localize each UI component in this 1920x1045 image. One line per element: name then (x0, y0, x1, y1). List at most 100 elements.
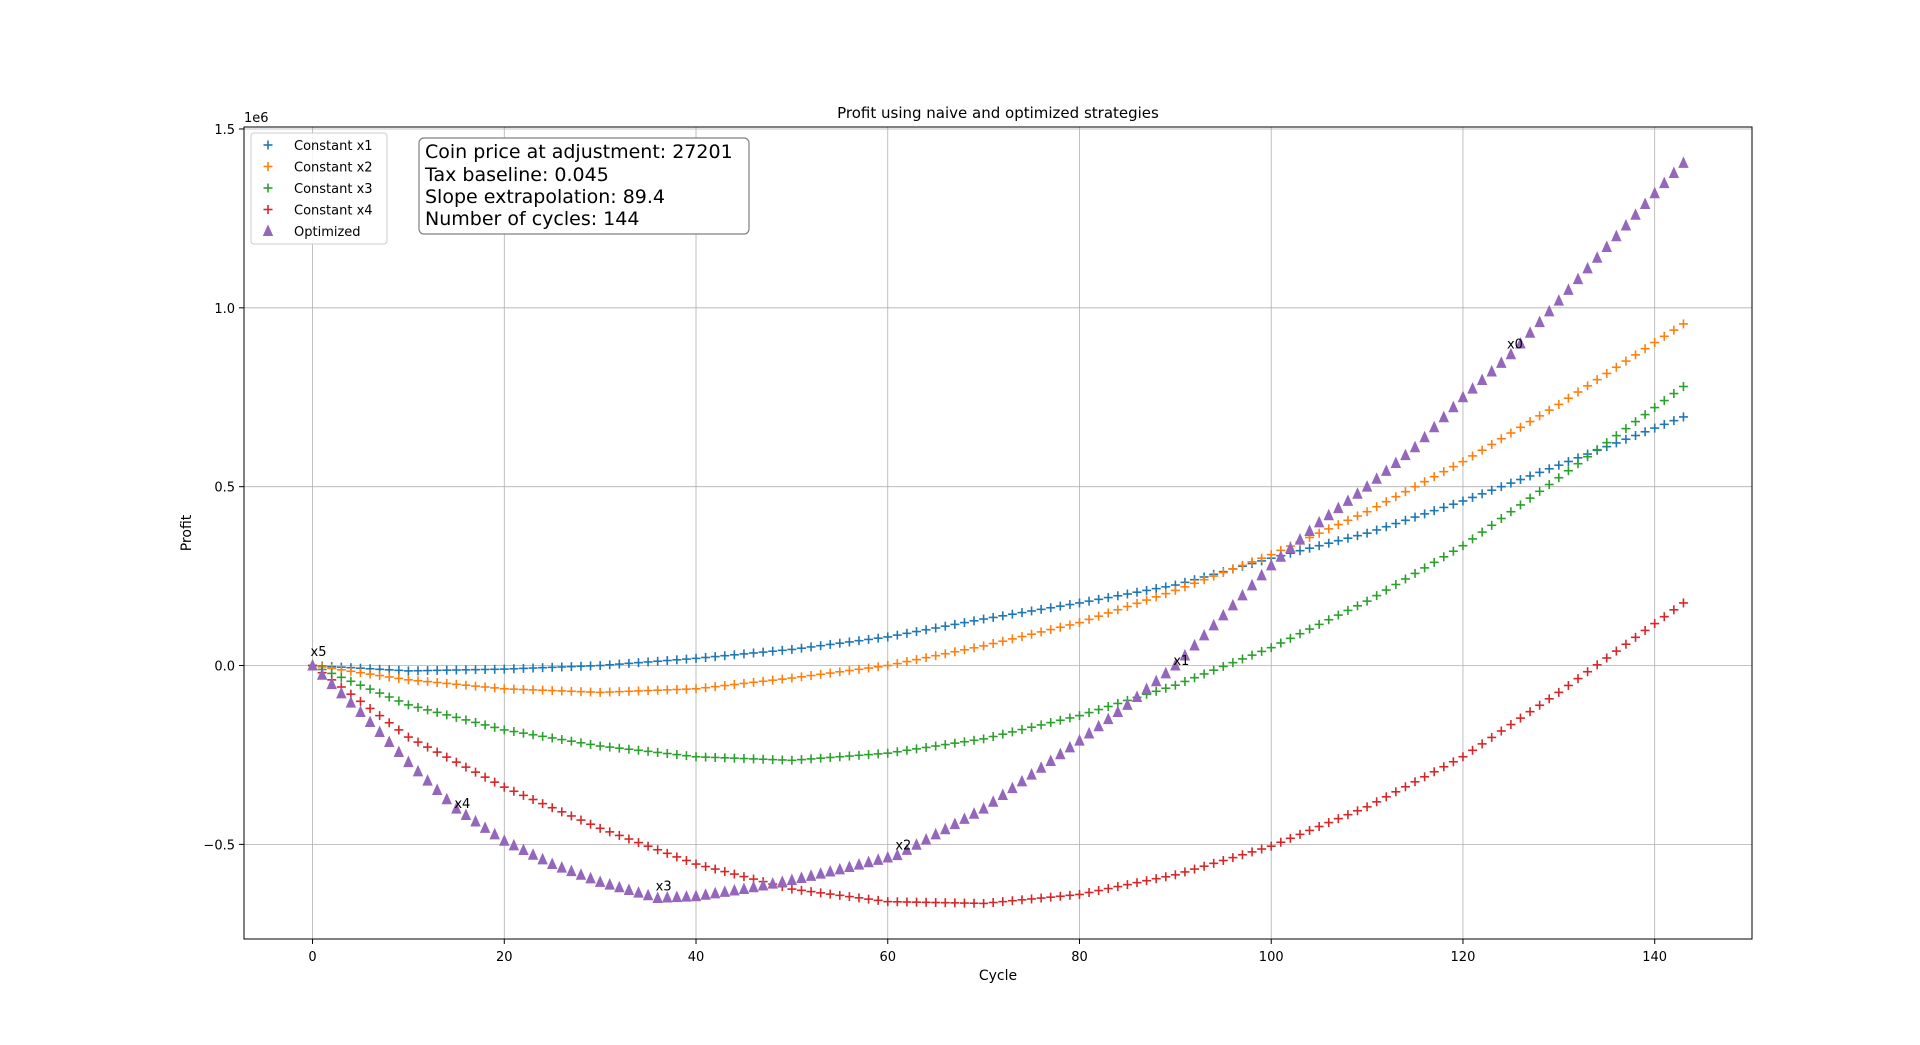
data-point (643, 686, 653, 696)
data-point (672, 750, 682, 760)
info-box-frame (418, 137, 750, 235)
data-point (1094, 705, 1104, 715)
data-point (681, 654, 691, 664)
data-point (1458, 496, 1468, 506)
data-point (490, 722, 500, 732)
data-point (451, 802, 462, 814)
data-point (1477, 527, 1487, 537)
data-point (1122, 589, 1132, 599)
data-point (1247, 847, 1257, 857)
data-point (748, 880, 759, 893)
data-point (1372, 591, 1382, 601)
data-point (1305, 624, 1315, 634)
data-point (825, 889, 835, 899)
data-point (1027, 606, 1037, 616)
data-point (1353, 601, 1363, 611)
data-point (758, 647, 768, 657)
data-point (1007, 727, 1017, 737)
data-point (844, 637, 854, 647)
series-2 (308, 319, 1688, 697)
data-point (1678, 382, 1688, 392)
info-line-cycles: Number of cycles: 144 (425, 208, 639, 230)
data-point (998, 636, 1008, 646)
data-point (931, 623, 941, 633)
data-point (538, 685, 548, 695)
data-point (1620, 218, 1632, 231)
data-point (787, 673, 797, 683)
data-point (499, 834, 510, 846)
data-point (1209, 858, 1219, 868)
data-point (1391, 519, 1401, 529)
data-point (873, 633, 883, 643)
data-point (375, 711, 385, 721)
chart-title: Profit using naive and optimized strateg… (837, 104, 1159, 122)
data-point (1362, 596, 1372, 606)
data-point (710, 752, 720, 762)
data-point (547, 662, 557, 672)
data-point (1391, 787, 1401, 797)
data-point (729, 883, 740, 896)
data-point (1554, 473, 1564, 483)
data-point (816, 888, 826, 898)
data-point (423, 742, 433, 752)
data-point (336, 665, 346, 675)
data-point (1649, 186, 1660, 199)
data-point (1257, 844, 1267, 854)
x-tick-label: 100 (1259, 950, 1284, 965)
data-point (777, 645, 787, 655)
data-point (1631, 430, 1641, 440)
data-point (931, 651, 941, 661)
data-point (835, 667, 845, 677)
data-point (1112, 705, 1124, 717)
data-point (739, 754, 749, 764)
data-point (1400, 782, 1410, 792)
data-point (575, 868, 587, 880)
data-point (1554, 687, 1564, 697)
data-point (585, 871, 596, 884)
data-point (1122, 602, 1132, 612)
data-point (1428, 420, 1440, 433)
data-point (671, 890, 683, 903)
data-point (1410, 568, 1420, 578)
x-tick-label: 0 (308, 950, 316, 965)
data-point (624, 686, 634, 696)
data-point (1161, 872, 1171, 882)
data-point (662, 890, 673, 903)
data-point (757, 878, 769, 891)
data-point (978, 802, 989, 814)
data-point (1055, 622, 1065, 632)
data-point (1563, 283, 1574, 295)
data-point (1266, 550, 1276, 560)
data-point (835, 638, 845, 648)
data-point (1074, 711, 1084, 721)
data-point (1353, 806, 1363, 816)
data-point (988, 639, 998, 649)
data-point (1563, 680, 1573, 690)
data-point (662, 848, 672, 858)
data-point (1468, 492, 1478, 502)
data-point (720, 651, 730, 661)
data-point (431, 783, 443, 795)
data-point (1333, 501, 1344, 514)
data-point (1198, 628, 1210, 641)
data-point (950, 898, 960, 908)
data-point (1553, 294, 1565, 306)
data-point (1132, 587, 1142, 597)
data-point (1525, 493, 1535, 503)
data-point (1409, 440, 1421, 453)
data-point (1074, 889, 1084, 899)
data-point (796, 885, 806, 895)
data-point (346, 666, 356, 676)
data-point (1065, 600, 1075, 610)
data-point (1563, 393, 1573, 403)
data-point (1621, 356, 1631, 366)
data-point (940, 649, 950, 659)
annotation-label: x0 (1507, 338, 1523, 353)
data-point (384, 718, 394, 728)
data-point (1573, 459, 1583, 469)
data-point (480, 682, 490, 692)
x-tick-label: 60 (879, 950, 896, 965)
data-point (336, 686, 347, 699)
data-point (758, 676, 768, 686)
data-point (355, 696, 365, 706)
